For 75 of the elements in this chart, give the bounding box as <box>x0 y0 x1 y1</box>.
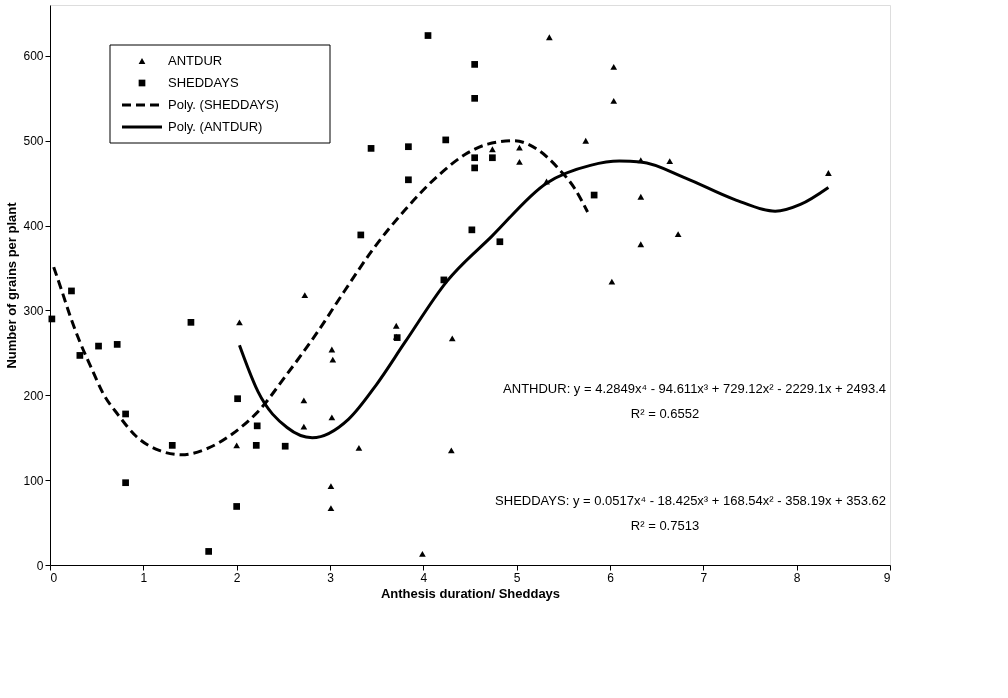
y-tick-label: 500 <box>23 134 44 149</box>
point <box>419 551 426 557</box>
point <box>489 146 496 153</box>
point <box>327 505 335 512</box>
point <box>301 292 309 299</box>
point <box>95 342 102 350</box>
annotation: R² = 0.6552 <box>630 405 700 421</box>
annotation: ANTHDUR: y = 4.2849x⁴ - 94.611x³ + 729.12x² - 2229.1x + 2493.4 <box>503 380 886 396</box>
point <box>355 445 363 451</box>
point <box>205 548 213 555</box>
legend-label: ANTDUR <box>168 53 223 68</box>
point <box>327 483 335 489</box>
point <box>666 158 674 165</box>
point <box>825 170 832 176</box>
x-tick-label: 5 <box>513 570 521 585</box>
point <box>367 145 375 152</box>
annotation: R² = 0.7513 <box>630 517 700 533</box>
point <box>516 159 523 165</box>
point <box>496 238 504 246</box>
y-tick-label: 200 <box>23 388 44 403</box>
x-tick-label: 6 <box>607 570 615 585</box>
point <box>234 395 241 403</box>
point <box>471 61 479 68</box>
x-axis-title: Anthesis duration/ Sheddays <box>380 585 561 601</box>
point <box>468 226 476 234</box>
point <box>392 322 400 329</box>
point <box>610 64 618 70</box>
point <box>545 34 553 41</box>
point <box>187 318 195 326</box>
annotation: SHEDDAYS: y = 0.0517x⁴ - 18.425x³ + 168.54x² - 358.19x + 353.62 <box>495 492 886 508</box>
y-tick-label: 600 <box>23 49 44 64</box>
point <box>233 442 241 449</box>
point <box>300 423 308 430</box>
point <box>329 356 337 363</box>
point <box>442 136 450 144</box>
point <box>489 154 496 162</box>
point <box>281 442 289 450</box>
x-tick-label: 3 <box>327 570 335 585</box>
point <box>608 278 616 285</box>
point <box>405 176 412 184</box>
point <box>582 137 590 144</box>
legend-label: SHEDDAYS <box>168 75 239 90</box>
point <box>637 193 645 200</box>
y-tick-label: 400 <box>23 219 44 234</box>
x-tick-label: 8 <box>793 570 801 585</box>
point <box>357 231 365 239</box>
x-tick-label: 1 <box>140 570 148 585</box>
y-tick-label: 300 <box>23 303 44 318</box>
point <box>471 164 479 172</box>
x-tick-label: 4 <box>420 570 428 585</box>
point <box>253 422 261 430</box>
point <box>68 287 75 295</box>
legend-label: Poly. (ANTDUR) <box>168 119 263 134</box>
x-tick-label: 0 <box>50 570 58 585</box>
point <box>405 143 412 151</box>
point <box>76 352 84 359</box>
point <box>471 94 479 102</box>
y-tick-label: 100 <box>23 473 44 488</box>
point <box>424 32 432 39</box>
point <box>637 241 645 248</box>
point <box>610 97 618 104</box>
point <box>233 503 241 510</box>
point <box>122 479 129 487</box>
y-tick-label: 0 <box>36 558 44 573</box>
point <box>252 442 260 449</box>
legend-label: Poly. (SHEDDAYS) <box>168 97 279 112</box>
point <box>674 231 682 237</box>
x-tick-label: 7 <box>700 570 708 585</box>
point <box>168 442 176 449</box>
x-tick-label: 9 <box>883 570 891 585</box>
x-tick-label: 2 <box>233 570 241 585</box>
y-axis-title: Number of grains per plant <box>4 201 20 369</box>
point <box>113 341 121 348</box>
point <box>122 410 129 418</box>
point <box>471 154 479 162</box>
